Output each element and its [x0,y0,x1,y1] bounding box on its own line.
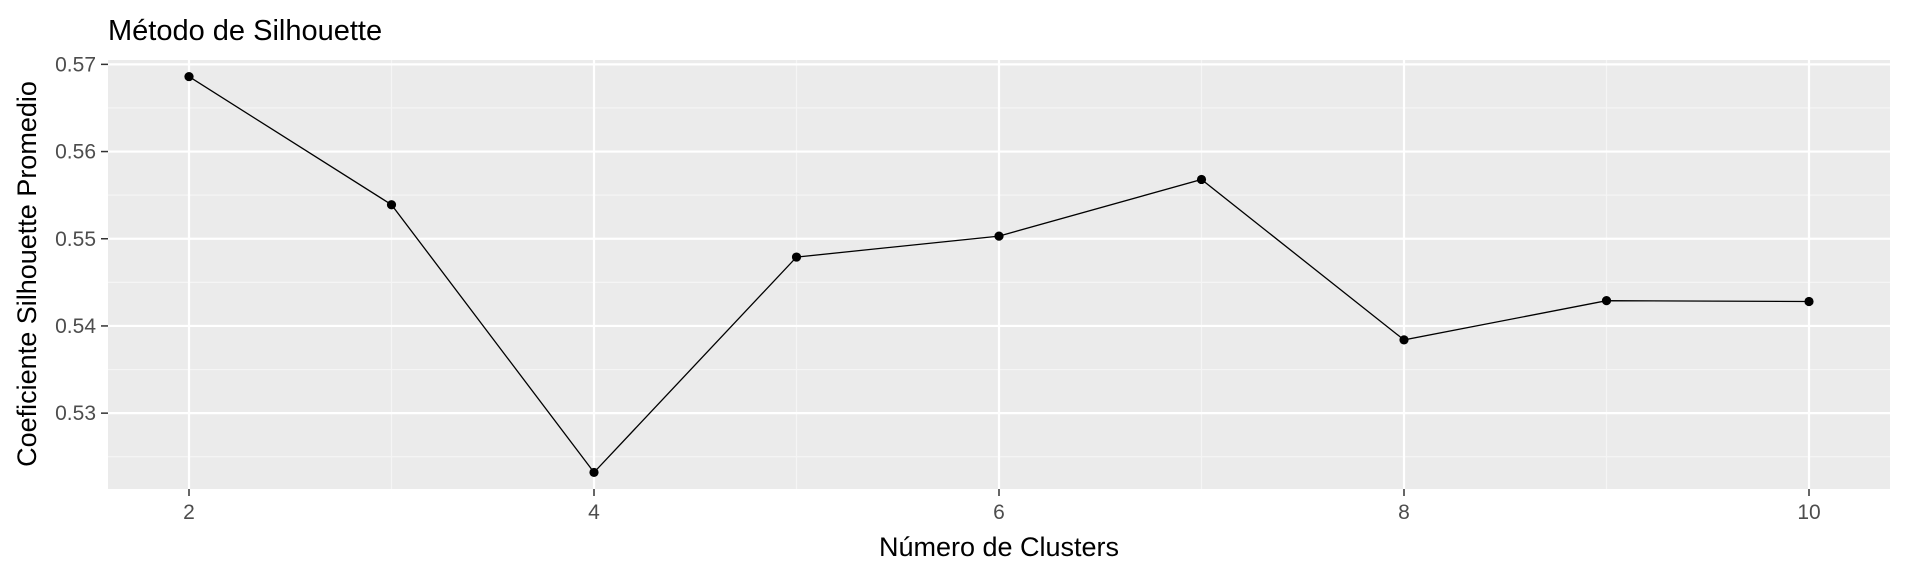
data-point [386,200,397,210]
y-tick-label: 0.55 [55,228,96,251]
data-point [1601,296,1612,306]
data-point [1804,296,1814,307]
y-tick-label: 0.53 [55,402,96,425]
data-point [184,71,194,82]
data-point [1196,174,1207,185]
data-points [184,71,1814,478]
y-axis-title: Coeficiente Silhouette Promedio [12,81,42,467]
y-tick-label: 0.56 [55,141,96,164]
grid-major [108,60,1890,489]
data-point [1399,335,1409,345]
x-tick-label: 2 [183,501,195,524]
x-tick-label: 8 [1398,501,1410,524]
data-point [994,231,1004,241]
y-tick-label: 0.54 [55,315,96,338]
x-axis: 2 4 6 8 10 [183,489,1821,524]
y-axis: 0.53 0.54 0.55 0.56 0.57 [55,53,108,425]
x-tick-label: 6 [993,501,1005,524]
data-point [791,252,802,262]
chart-title: Método de Silhouette [108,15,382,47]
y-tick-label: 0.57 [55,53,96,76]
x-tick-label: 4 [588,501,600,524]
x-axis-title: Número de Clusters [879,532,1119,562]
x-tick-label: 10 [1797,501,1820,524]
data-point [589,467,599,478]
